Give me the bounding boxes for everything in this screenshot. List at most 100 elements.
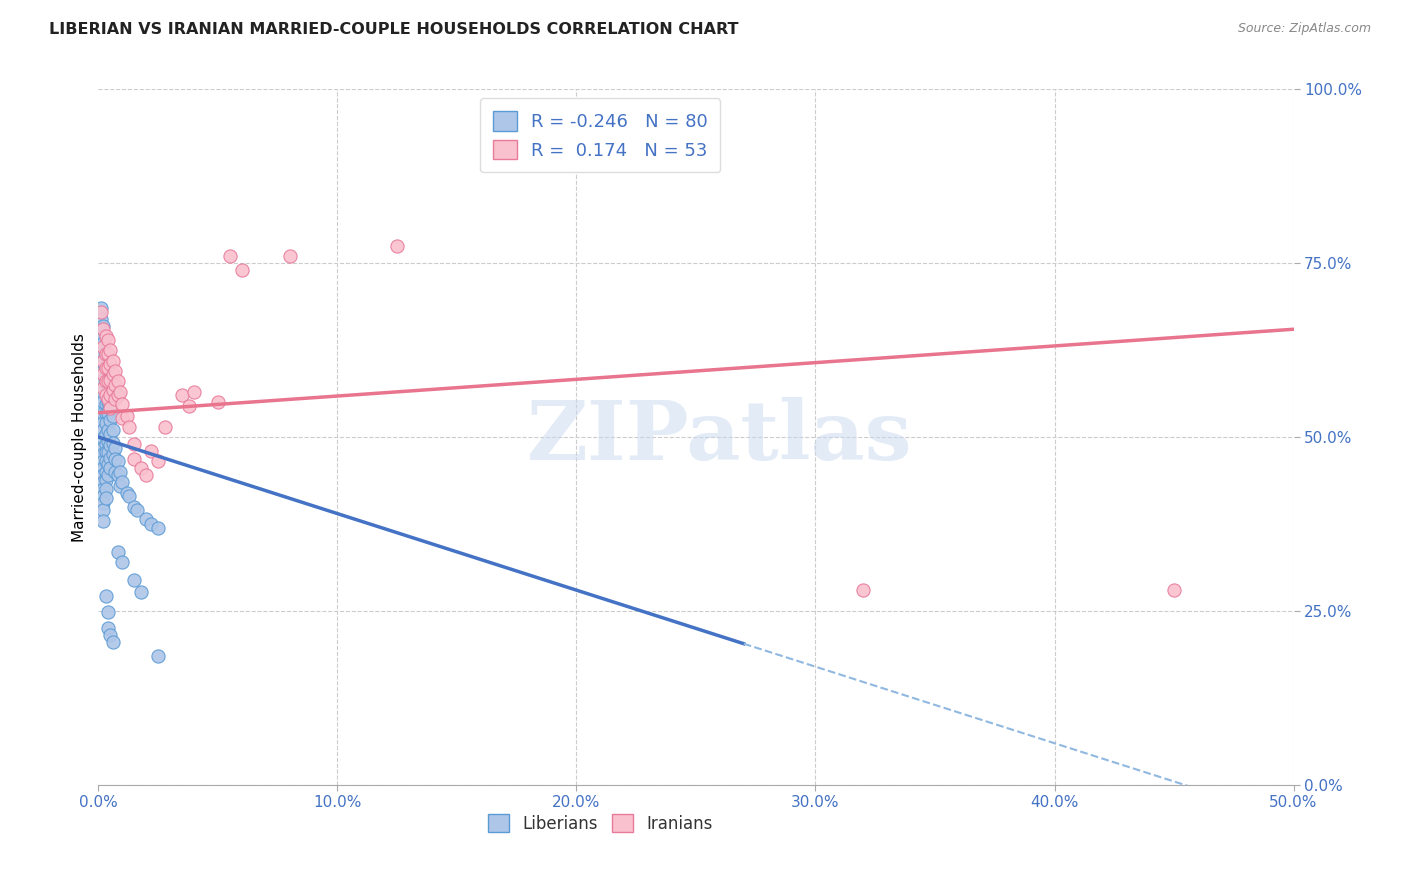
- Point: [111, 555, 134, 569]
- Point: [135, 468, 157, 483]
- Point: [115, 409, 138, 424]
- Point: [101, 383, 124, 397]
- Point: [183, 384, 205, 399]
- Point: [115, 485, 138, 500]
- Point: [91, 514, 114, 528]
- Point: [852, 583, 875, 598]
- Legend: Liberians, Iranians: Liberians, Iranians: [481, 807, 720, 839]
- Point: [91, 318, 114, 333]
- Point: [94, 454, 117, 468]
- Text: ZIPatlas: ZIPatlas: [527, 397, 912, 477]
- Point: [148, 454, 170, 468]
- Point: [107, 375, 129, 389]
- Point: [278, 249, 301, 263]
- Point: [385, 238, 409, 253]
- Text: LIBERIAN VS IRANIAN MARRIED-COUPLE HOUSEHOLDS CORRELATION CHART: LIBERIAN VS IRANIAN MARRIED-COUPLE HOUSE…: [49, 22, 738, 37]
- Point: [91, 503, 114, 517]
- Point: [124, 500, 146, 514]
- Point: [104, 364, 127, 378]
- Point: [97, 333, 120, 347]
- Point: [98, 426, 122, 441]
- Point: [101, 409, 124, 424]
- Point: [94, 437, 117, 451]
- Point: [97, 621, 120, 635]
- Point: [91, 364, 114, 378]
- Point: [91, 461, 114, 475]
- Point: [91, 340, 114, 354]
- Point: [101, 435, 124, 450]
- Point: [91, 447, 114, 462]
- Point: [107, 545, 129, 559]
- Point: [97, 457, 120, 471]
- Point: [131, 461, 153, 475]
- Point: [94, 346, 117, 360]
- Point: [91, 395, 114, 409]
- Point: [98, 399, 122, 413]
- Point: [97, 392, 120, 406]
- Point: [94, 371, 117, 385]
- Point: [101, 447, 124, 462]
- Point: [91, 353, 114, 368]
- Point: [94, 346, 117, 360]
- Point: [104, 378, 127, 392]
- Point: [94, 388, 117, 402]
- Point: [111, 410, 134, 425]
- Point: [107, 468, 129, 483]
- Point: [94, 360, 117, 375]
- Point: [98, 388, 122, 402]
- Point: [101, 423, 124, 437]
- Point: [148, 649, 170, 664]
- Point: [118, 489, 141, 503]
- Point: [179, 399, 201, 413]
- Point: [97, 406, 120, 420]
- Point: [91, 454, 114, 468]
- Point: [91, 384, 114, 399]
- Point: [98, 357, 122, 371]
- Point: [98, 461, 122, 475]
- Point: [97, 445, 120, 459]
- Point: [91, 416, 114, 430]
- Point: [125, 503, 148, 517]
- Point: [135, 512, 157, 526]
- Point: [98, 401, 122, 415]
- Point: [111, 475, 134, 490]
- Point: [94, 397, 117, 411]
- Point: [91, 489, 114, 503]
- Point: [124, 437, 146, 451]
- Point: [98, 450, 122, 465]
- Point: [139, 444, 162, 458]
- Point: [97, 375, 120, 389]
- Point: [97, 384, 120, 399]
- Point: [91, 353, 114, 368]
- Point: [104, 392, 127, 406]
- Point: [91, 432, 114, 446]
- Point: [97, 360, 120, 375]
- Point: [207, 395, 229, 409]
- Point: [108, 479, 131, 493]
- Point: [97, 468, 120, 483]
- Point: [98, 373, 122, 387]
- Point: [94, 406, 117, 420]
- Point: [124, 452, 146, 467]
- Point: [90, 305, 112, 319]
- Point: [94, 482, 117, 496]
- Point: [97, 434, 120, 448]
- Point: [101, 635, 124, 649]
- Point: [91, 423, 114, 437]
- Point: [94, 465, 117, 479]
- Point: [90, 322, 112, 336]
- Point: [231, 263, 253, 277]
- Point: [91, 368, 114, 382]
- Point: [90, 301, 112, 316]
- Point: [91, 322, 114, 336]
- Point: [91, 496, 114, 510]
- Point: [97, 346, 120, 360]
- Point: [98, 628, 122, 642]
- Point: [98, 412, 122, 426]
- Point: [91, 468, 114, 483]
- Point: [94, 329, 117, 343]
- Point: [104, 465, 127, 479]
- Point: [108, 465, 131, 479]
- Point: [90, 333, 112, 347]
- Point: [94, 360, 117, 375]
